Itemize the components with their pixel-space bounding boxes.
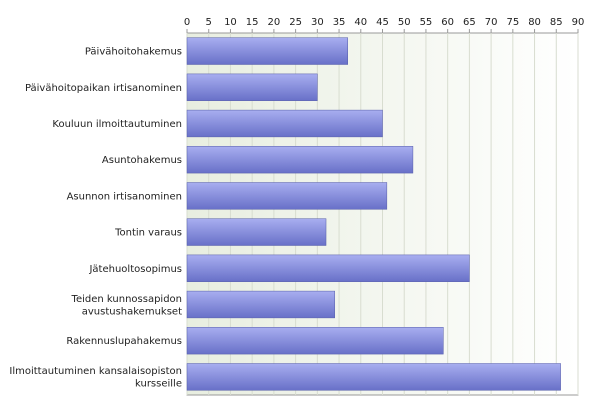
category-label-line: Tontin varaus — [114, 228, 182, 239]
category-label: Kouluun ilmoittautuminen — [52, 119, 182, 130]
category-label-line: Ilmoittautuminen kansalaisopiston — [9, 366, 182, 377]
bar — [186, 254, 470, 282]
category-label-line: Rakennuslupahakemus — [66, 336, 182, 347]
category-label: Teiden kunnossapidon avustushakemukset — [71, 294, 183, 318]
x-tick-label: 45 — [376, 17, 389, 28]
x-axis-ticks: 0 5 10 15 20 25 30 35 40 45 50 55 60 65 70 75 80 85 90 — [184, 17, 585, 33]
x-tick-label: 75 — [506, 17, 519, 28]
x-tick-label: 25 — [289, 17, 302, 28]
bar — [186, 182, 388, 210]
category-labels: Päivähoitohakemus Päivähoitopaikan irtisa… — [9, 47, 182, 390]
x-tick-label: 0 — [184, 17, 190, 28]
category-label-line: Päivähoitohakemus — [85, 47, 182, 58]
bar — [186, 73, 318, 101]
x-tick-label: 65 — [463, 17, 476, 28]
category-label: Rakennuslupahakemus — [66, 336, 182, 347]
x-tick-label: 55 — [420, 17, 433, 28]
x-tick-label: 15 — [246, 17, 259, 28]
bar — [186, 37, 348, 65]
x-tick-label: 5 — [206, 17, 212, 28]
category-label-line: kursseille — [135, 379, 182, 390]
category-label: Jätehuoltosopimus — [88, 264, 182, 275]
bar — [186, 327, 444, 355]
bar — [186, 363, 561, 391]
x-tick-label: 60 — [441, 17, 454, 28]
category-label: Asunnon irtisanominen — [67, 191, 182, 202]
x-tick-label: 40 — [354, 17, 367, 28]
category-label-line: Jätehuoltosopimus — [88, 264, 182, 275]
x-tick-label: 50 — [398, 17, 411, 28]
category-label-line: Päivähoitopaikan irtisanominen — [25, 83, 182, 94]
x-tick-label: 90 — [572, 17, 585, 28]
x-tick-label: 30 — [311, 17, 324, 28]
bar — [186, 218, 327, 246]
x-tick-label: 85 — [550, 17, 563, 28]
category-label-line: avustushakemukset — [82, 306, 182, 317]
bar — [186, 109, 383, 138]
category-label-line: Kouluun ilmoittautuminen — [52, 119, 182, 130]
x-tick-label: 70 — [485, 17, 498, 28]
category-label-line: Asunnon irtisanominen — [67, 191, 182, 202]
category-label: Tontin varaus — [114, 228, 182, 239]
category-label: Päivähoitohakemus — [85, 47, 182, 58]
x-tick-label: 35 — [333, 17, 346, 28]
category-label-line: Asuntohakemus — [102, 155, 182, 166]
category-label: Ilmoittautuminen kansalaisopiston kurssei… — [9, 366, 182, 390]
bar — [186, 146, 414, 174]
x-tick-label: 20 — [268, 17, 281, 28]
bar — [186, 290, 335, 319]
category-label: Asuntohakemus — [102, 155, 182, 166]
category-label: Päivähoitopaikan irtisanominen — [25, 83, 182, 94]
category-label-line: Teiden kunnossapidon — [71, 294, 182, 305]
bars — [186, 37, 561, 391]
x-tick-label: 80 — [528, 17, 541, 28]
x-tick-label: 10 — [224, 17, 237, 28]
